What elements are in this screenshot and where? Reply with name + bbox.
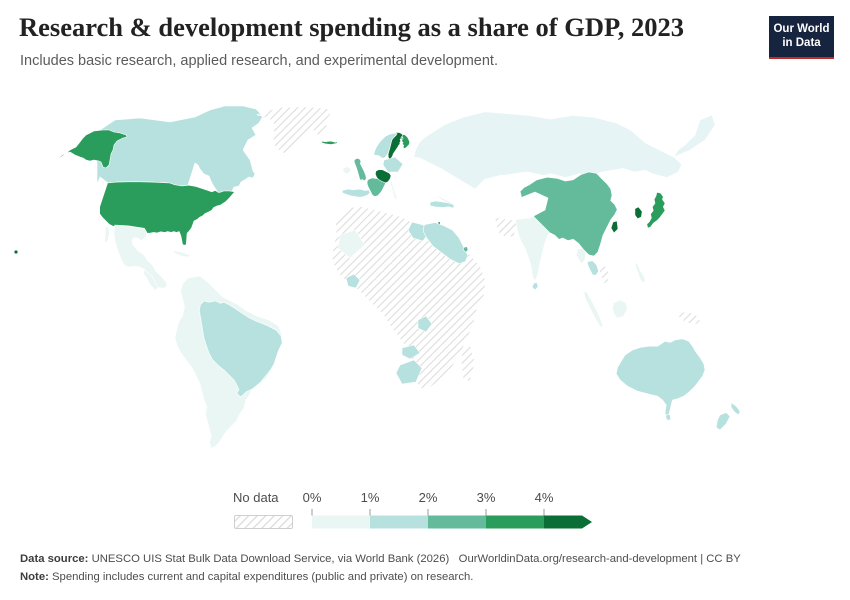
svg-text:4%: 4% — [535, 490, 554, 505]
svg-text:2%: 2% — [419, 490, 438, 505]
svg-text:0%: 0% — [303, 490, 322, 505]
svg-text:No data: No data — [233, 490, 279, 505]
svg-text:1%: 1% — [361, 490, 380, 505]
svg-text:3%: 3% — [477, 490, 496, 505]
